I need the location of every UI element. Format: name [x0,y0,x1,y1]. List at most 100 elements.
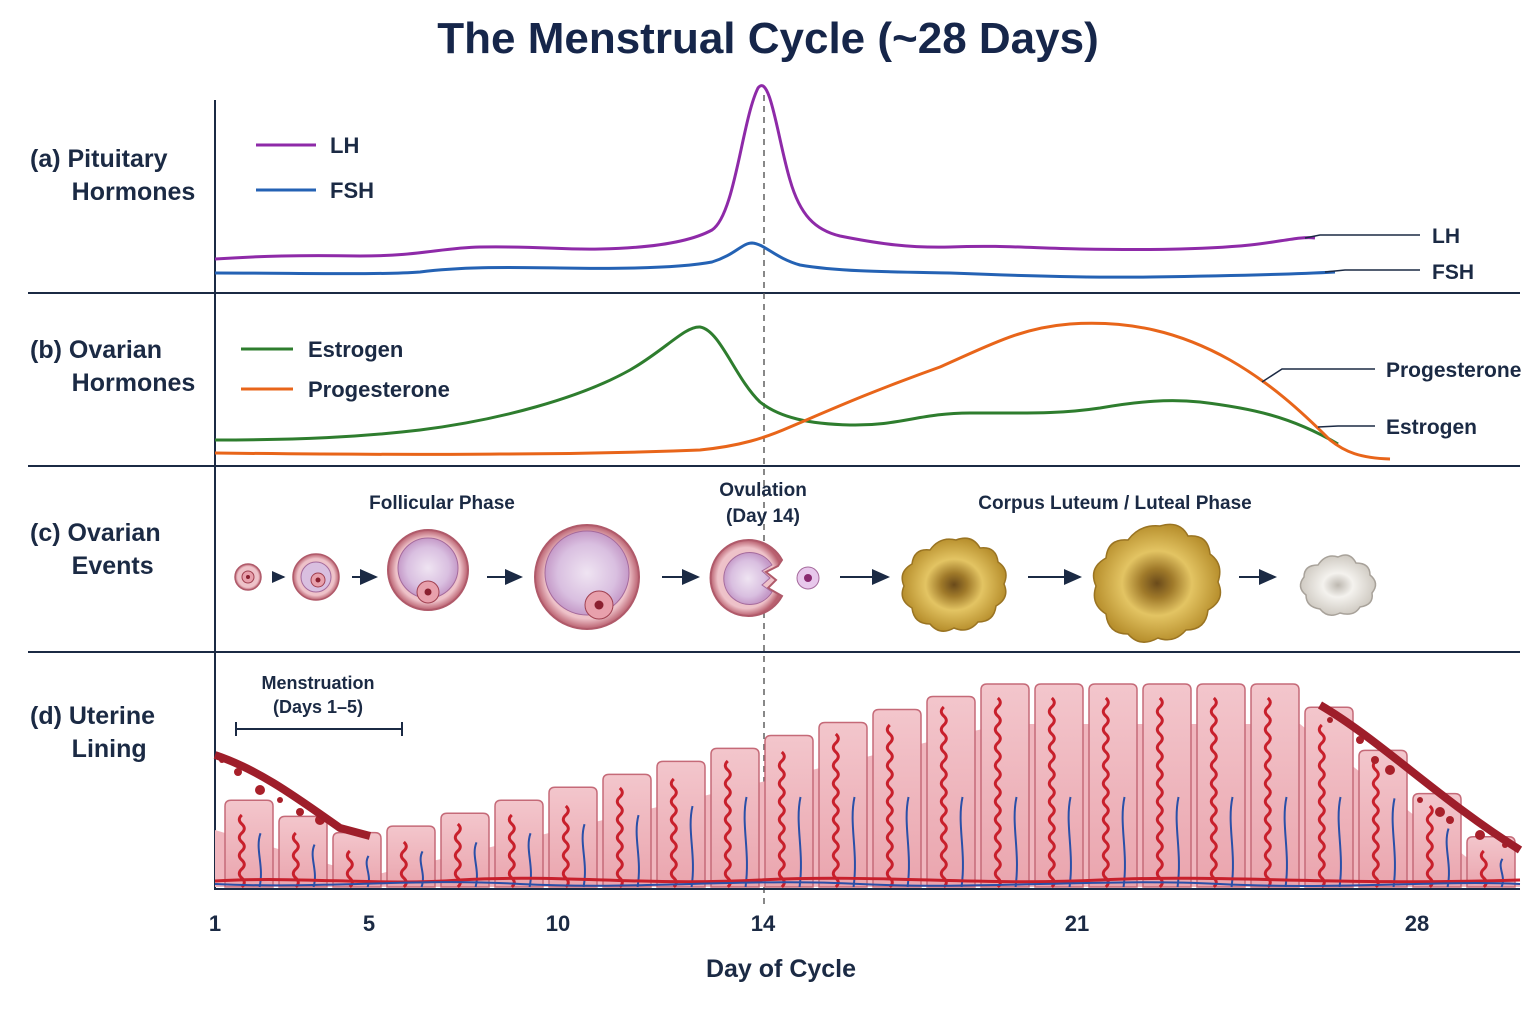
shed-tissue [1371,756,1379,764]
vein [689,805,694,888]
spiral-artery [1425,804,1434,889]
spiral-artery [669,777,678,889]
menstruation-bracket [235,722,403,736]
spiral-artery [453,822,462,889]
spiral-artery [1371,759,1380,889]
shed-tissue [1446,816,1454,824]
lining-fold [332,831,382,888]
vein [1175,796,1180,888]
page-title: The Menstrual Cycle (~28 Days) [437,14,1099,63]
spiral-artery [237,813,246,889]
row-label-pituitary: (a) Pituitary Hormones [30,145,196,206]
follicle-icon [234,563,262,591]
vein [527,832,532,888]
menstruation-label-line2: (Days 1–5) [273,697,363,717]
lining-fold [602,773,652,888]
shed-tissue [255,785,265,795]
spiral-artery [1155,696,1164,889]
basal-vein [214,881,1521,887]
spiral-artery [1209,696,1218,889]
lining-fold [980,683,1030,888]
spiral-artery [1047,696,1056,889]
corpus-albicans-icon [1299,554,1377,616]
lining-fold [1034,683,1084,888]
spiral-artery [291,831,300,889]
lining-fold [1358,749,1408,888]
lining-fold [494,799,544,888]
uterine-lining [213,683,1523,889]
x-axis-label: Day of Cycle [706,955,856,983]
spiral-artery [777,750,786,889]
vein [743,796,748,888]
shed-tissue [1435,807,1445,817]
lining-fold [1196,683,1246,888]
vein [1391,798,1396,888]
spiral-artery [723,759,732,889]
lining-fold [818,721,868,888]
spiral-artery [399,840,408,889]
legend-estrogen-label: Estrogen [308,337,403,362]
vein [635,814,640,888]
corpus-luteum-icon [1092,523,1222,643]
spiral-artery [1101,696,1110,889]
shed-tissue [1417,797,1423,803]
end-label-estrogen: Estrogen [1386,416,1477,439]
spiral-artery [831,732,840,889]
spiral-artery [507,813,516,889]
follicle-icon [534,524,640,630]
lining-fold [710,747,760,888]
shed-tissue [1475,830,1485,840]
vein [419,850,424,888]
shedding-edge [1317,701,1523,854]
legend-lh-label: LH [330,133,359,158]
fsh-curve [214,241,1336,279]
shed-tissue [1385,765,1395,775]
row-label-uterine-lining: (d) Uterine Lining [30,702,155,763]
vein [257,832,262,888]
lining-fold [926,695,976,888]
lining-fold [440,812,490,888]
estrogen-curve [214,325,1339,446]
phase-luteal: Corpus Luteum / Luteal Phase [978,493,1251,514]
shed-tissue [1327,717,1333,723]
spiral-artery [561,804,570,889]
end-label-fsh: FSH [1432,261,1474,284]
x-tick-14: 14 [751,911,776,936]
vein [1013,796,1018,888]
vein [1337,796,1342,888]
shed-tissue [296,808,304,816]
spiral-artery [1317,723,1326,889]
x-tick-1: 1 [209,911,221,936]
x-tick-28: 28 [1405,911,1429,936]
end-label-progesterone: Progesterone [1386,359,1521,382]
spiral-artery [1263,696,1272,889]
vein [1283,796,1288,888]
follicle-icon [387,529,469,611]
phase-ovulation-line1: Ovulation [719,480,807,501]
vein [797,796,802,888]
lh-curve [214,84,1316,261]
end-label-lh: LH [1432,225,1460,248]
lining-fold [548,786,598,888]
vein [959,796,964,888]
lining-fold [872,708,922,888]
progesterone-curve [214,321,1391,461]
corpus-luteum-icon [901,537,1007,632]
x-tick-10: 10 [546,911,570,936]
x-tick-5: 5 [363,911,375,936]
lining-fold [764,734,814,888]
spiral-artery [885,723,894,889]
phase-follicular: Follicular Phase [369,493,515,514]
lining-fold [278,815,328,888]
ruptured-follicle-icon [709,539,784,617]
lining-fold [224,799,274,888]
vein [1229,796,1234,888]
legend-fsh-label: FSH [330,178,374,203]
vein [905,796,910,888]
spiral-artery [615,786,624,889]
vein [1121,796,1126,888]
vein [311,844,316,888]
x-tick-21: 21 [1065,911,1089,936]
lining-fold [1304,706,1354,888]
